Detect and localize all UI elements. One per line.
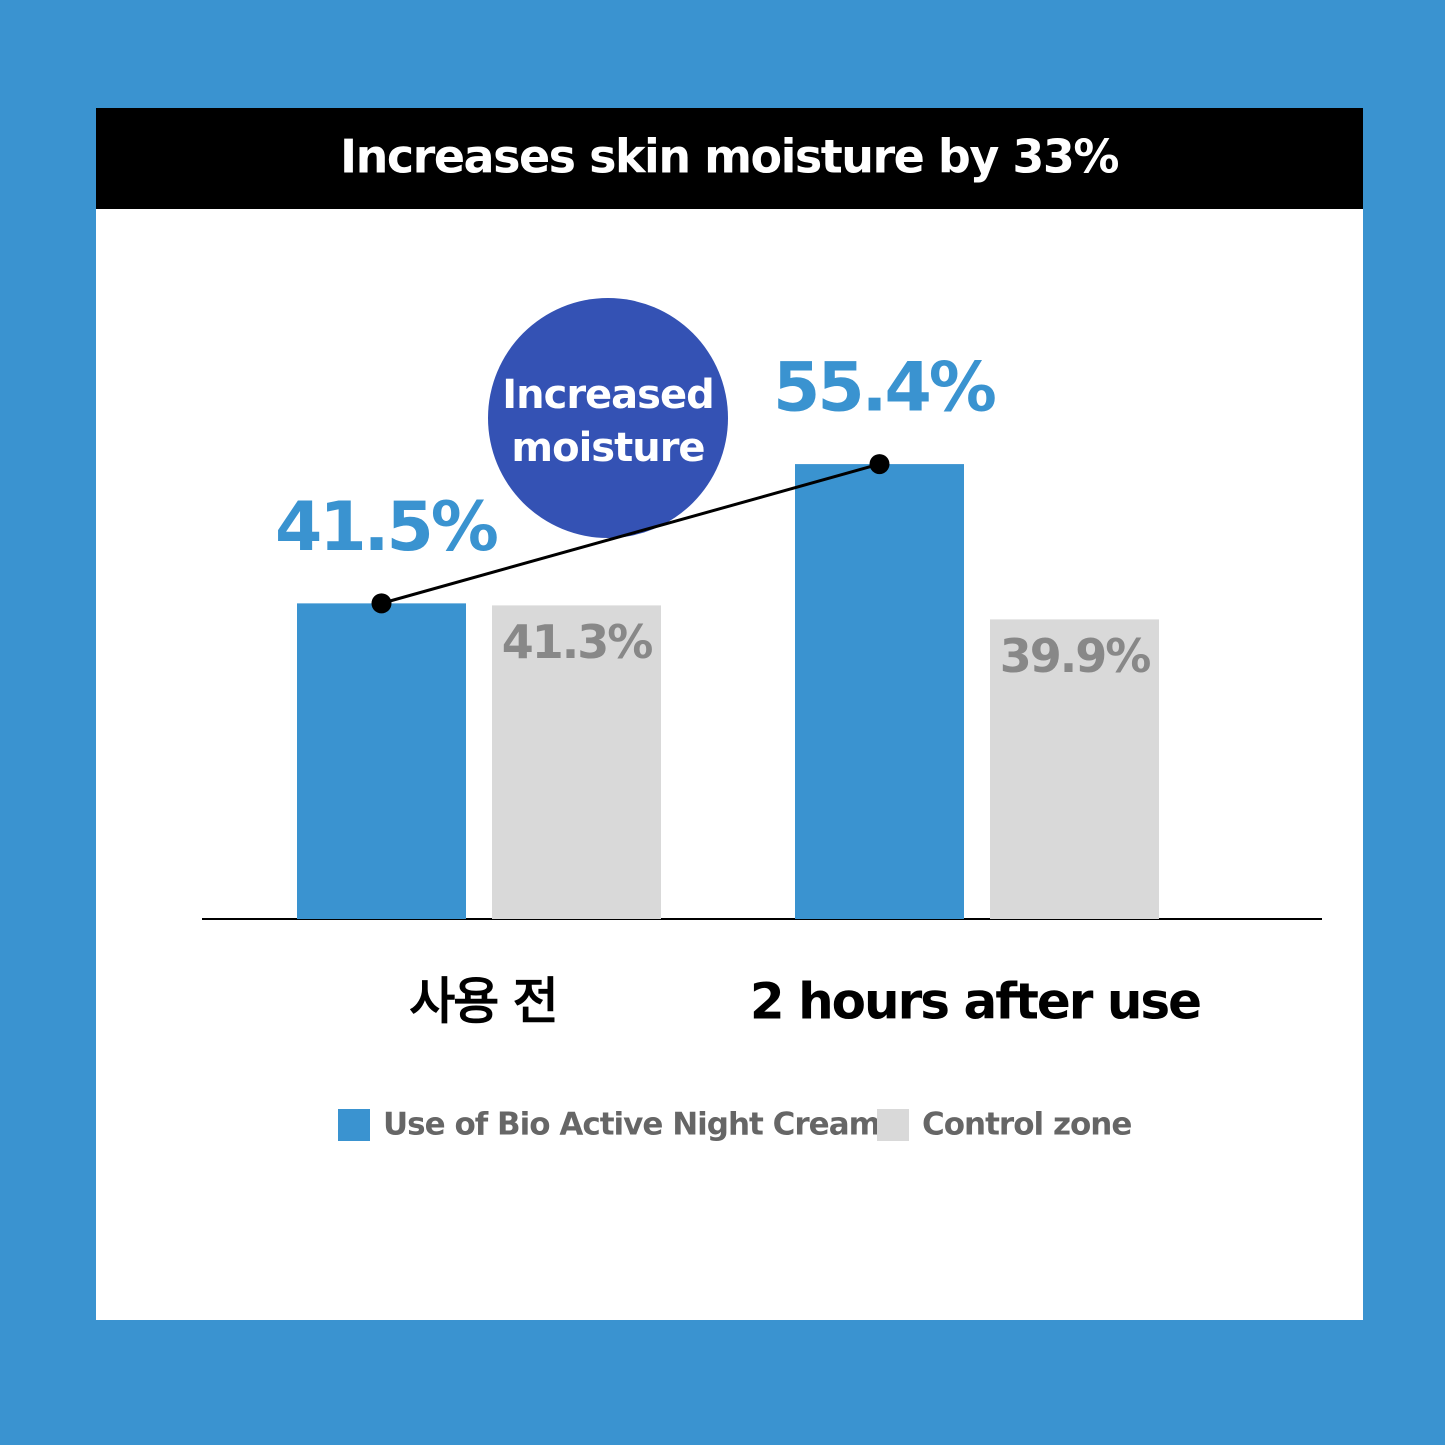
legend-swatch [877, 1109, 909, 1141]
connector-line [381, 462, 880, 605]
legend-swatch [338, 1109, 370, 1141]
annotation-text: Increased [502, 372, 714, 418]
annotation-text: moisture [511, 425, 704, 471]
annotation-circle [488, 298, 728, 538]
bar [990, 619, 1159, 919]
connector-dot [869, 454, 890, 475]
value-label: 55.4% [773, 349, 995, 428]
bar [795, 464, 964, 919]
legend-label: Control zone [922, 1107, 1131, 1143]
bar [297, 603, 466, 919]
bar [492, 605, 661, 919]
x-tick-label: 사용 전 [409, 973, 556, 1031]
connector-dot [371, 593, 392, 614]
chart-title: Increases skin moisture by 33% [340, 130, 1118, 184]
legend-label: Use of Bio Active Night Cream [383, 1107, 880, 1143]
value-label: 41.3% [502, 615, 652, 669]
title-bar [96, 108, 1363, 209]
value-label: 39.9% [1000, 629, 1150, 683]
x-tick-label: 2 hours after use [750, 973, 1200, 1031]
value-label: 41.5% [275, 488, 497, 567]
